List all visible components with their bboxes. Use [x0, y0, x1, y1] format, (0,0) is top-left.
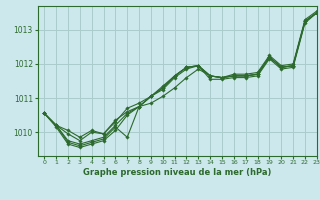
- X-axis label: Graphe pression niveau de la mer (hPa): Graphe pression niveau de la mer (hPa): [84, 168, 272, 177]
